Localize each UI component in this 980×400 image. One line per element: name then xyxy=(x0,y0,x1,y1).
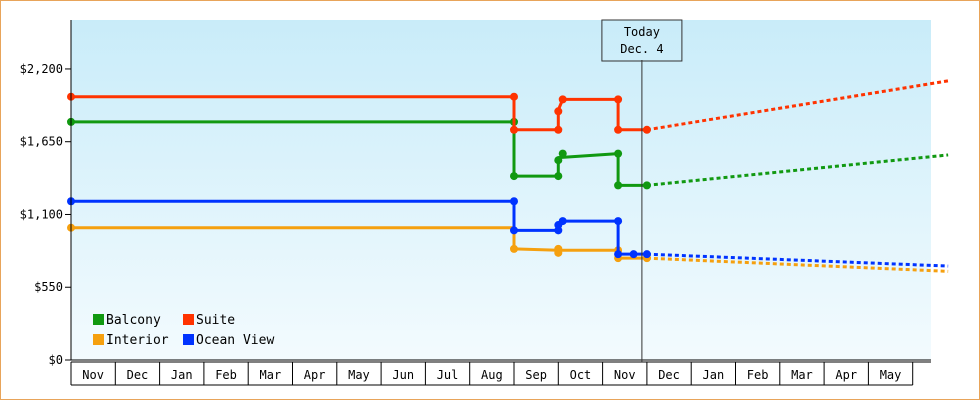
y-tick-label: $1,650 xyxy=(20,135,63,149)
legend-label-suite: Suite xyxy=(196,313,235,328)
data-point-suite xyxy=(554,107,563,116)
legend-swatch-balcony xyxy=(93,314,104,325)
plot-area xyxy=(71,20,931,360)
data-point-ocean-view xyxy=(510,197,518,206)
data-point-suite xyxy=(558,95,567,104)
legend-swatch-suite xyxy=(183,314,194,325)
month-label-feb: Feb xyxy=(747,368,769,382)
data-point-interior xyxy=(510,244,518,253)
legend-label-ocean-view: Ocean View xyxy=(196,333,274,348)
month-label-nov: Nov xyxy=(614,368,636,382)
data-point-ocean-view xyxy=(629,250,638,259)
month-label-aug: Aug xyxy=(481,368,503,382)
month-label-oct: Oct xyxy=(570,368,592,382)
month-label-jan: Jan xyxy=(703,368,725,382)
data-point-ocean-view xyxy=(510,226,518,235)
data-point-balcony xyxy=(614,149,623,158)
month-label-jun: Jun xyxy=(392,368,414,382)
axis-layer: $0 $550 $1,100 $1,650 $2,200 Nov Dec Jan Feb Mar A… xyxy=(20,20,931,386)
data-point-interior xyxy=(554,248,563,257)
data-point-balcony xyxy=(554,156,563,165)
y-tick-label: $2,200 xyxy=(20,62,63,76)
data-point-balcony xyxy=(510,172,518,181)
data-point-suite xyxy=(614,95,623,104)
today-date: Dec. 4 xyxy=(620,42,663,56)
legend-swatch-ocean-view xyxy=(183,334,194,345)
data-point-balcony xyxy=(554,172,563,181)
series-forecast-interior xyxy=(646,256,949,273)
month-label-feb: Feb xyxy=(215,368,237,382)
legend: Balcony Suite Interior Ocean View xyxy=(93,313,274,348)
data-point-ocean-view xyxy=(642,250,651,259)
y-tick-label: $1,100 xyxy=(20,207,63,221)
month-label-sep: Sep xyxy=(525,368,547,382)
data-point-suite xyxy=(614,125,623,134)
today-marker: Today Dec. 4 xyxy=(601,19,683,362)
legend-swatch-interior xyxy=(93,334,104,345)
y-tick-label: $0 xyxy=(49,353,63,367)
month-label-apr: Apr xyxy=(835,368,857,382)
series-forecast-balcony xyxy=(646,153,949,187)
month-label-may: May xyxy=(880,368,902,382)
month-label-dec: Dec xyxy=(127,368,149,382)
data-point-suite xyxy=(510,125,518,134)
month-label-dec: Dec xyxy=(658,368,680,382)
month-label-may: May xyxy=(348,368,370,382)
data-point-ocean-view xyxy=(614,250,623,259)
data-point-ocean-view xyxy=(614,217,623,226)
data-point-balcony xyxy=(558,149,567,158)
month-label-jan: Jan xyxy=(171,368,193,382)
month-label-apr: Apr xyxy=(304,368,326,382)
data-point-balcony xyxy=(614,181,623,190)
month-label-mar: Mar xyxy=(791,368,813,382)
data-point-suite xyxy=(510,92,518,101)
series-forecast-ocean-view xyxy=(646,252,949,268)
legend-label-balcony: Balcony xyxy=(106,313,161,328)
data-point-suite xyxy=(642,125,651,134)
today-box xyxy=(601,19,683,62)
legend-label-interior: Interior xyxy=(106,333,169,348)
data-point-ocean-view xyxy=(558,217,567,226)
y-tick-label: $550 xyxy=(34,280,63,294)
series-forecast-suite xyxy=(646,79,949,132)
today-label: Today xyxy=(624,25,660,39)
data-point-balcony xyxy=(642,181,651,190)
month-label-nov: Nov xyxy=(82,368,104,382)
data-point-suite xyxy=(554,125,563,134)
month-label-mar: Mar xyxy=(260,368,282,382)
month-label-jul: Jul xyxy=(437,368,459,382)
